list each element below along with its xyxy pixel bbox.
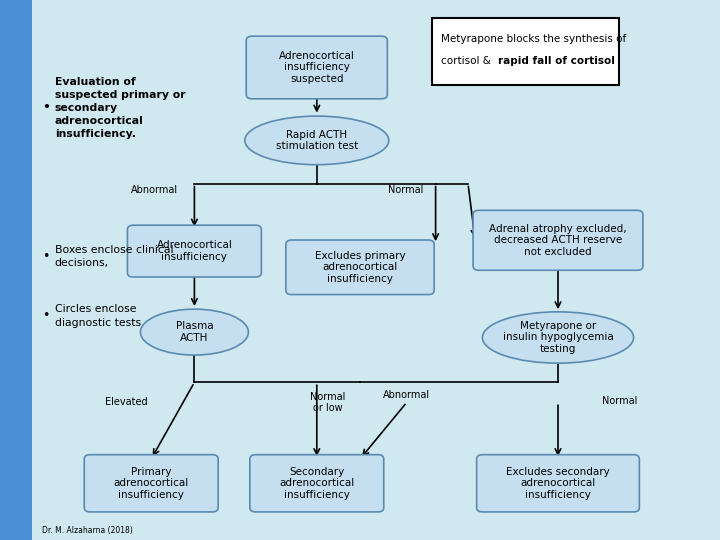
Text: Adrenocortical
insufficiency: Adrenocortical insufficiency (156, 240, 233, 262)
Text: Metyrapone blocks the synthesis of: Metyrapone blocks the synthesis of (441, 35, 626, 44)
FancyBboxPatch shape (250, 455, 384, 512)
Text: Excludes primary
adrenocortical
insufficiency: Excludes primary adrenocortical insuffic… (315, 251, 405, 284)
Text: Rapid ACTH
stimulation test: Rapid ACTH stimulation test (276, 130, 358, 151)
Text: Elevated: Elevated (104, 397, 148, 407)
Text: Primary
adrenocortical
insufficiency: Primary adrenocortical insufficiency (114, 467, 189, 500)
FancyBboxPatch shape (84, 455, 218, 512)
Text: Evaluation of
suspected primary or
secondary
adrenocortical
insufficiency.: Evaluation of suspected primary or secon… (55, 77, 185, 139)
Text: Excludes secondary
adrenocortical
insufficiency: Excludes secondary adrenocortical insuff… (506, 467, 610, 500)
Text: Abnormal: Abnormal (131, 185, 179, 195)
FancyBboxPatch shape (432, 17, 619, 85)
Text: Adrenal atrophy excluded,
decreased ACTH reserve
not excluded: Adrenal atrophy excluded, decreased ACTH… (489, 224, 627, 257)
FancyBboxPatch shape (286, 240, 434, 295)
Ellipse shape (140, 309, 248, 355)
FancyBboxPatch shape (246, 36, 387, 99)
Text: rapid fall of cortisol: rapid fall of cortisol (498, 56, 614, 66)
Text: •: • (42, 309, 49, 322)
Text: Metyrapone or
insulin hypoglycemia
testing: Metyrapone or insulin hypoglycemia testi… (503, 321, 613, 354)
Ellipse shape (245, 116, 389, 165)
Text: Abnormal: Abnormal (383, 390, 431, 400)
Text: Normal: Normal (387, 185, 423, 195)
Ellipse shape (482, 312, 634, 363)
FancyBboxPatch shape (127, 225, 261, 277)
Text: Boxes enclose clinical
decisions,: Boxes enclose clinical decisions, (55, 245, 174, 268)
Text: Plasma
ACTH: Plasma ACTH (176, 321, 213, 343)
Text: cortisol &: cortisol & (441, 56, 495, 66)
FancyBboxPatch shape (473, 210, 643, 270)
Text: Secondary
adrenocortical
insufficiency: Secondary adrenocortical insufficiency (279, 467, 354, 500)
Text: Normal: Normal (601, 396, 637, 406)
Text: Normal
or low: Normal or low (310, 392, 346, 413)
Text: Circles enclose
diagnostic tests: Circles enclose diagnostic tests (55, 305, 141, 327)
Text: •: • (42, 250, 49, 263)
Text: Dr. M. Alzaharna (2018): Dr. M. Alzaharna (2018) (42, 526, 132, 535)
Text: •: • (42, 102, 50, 114)
Bar (0, 0, 32, 540)
FancyBboxPatch shape (477, 455, 639, 512)
Text: Adrenocortical
insufficiency
suspected: Adrenocortical insufficiency suspected (279, 51, 355, 84)
